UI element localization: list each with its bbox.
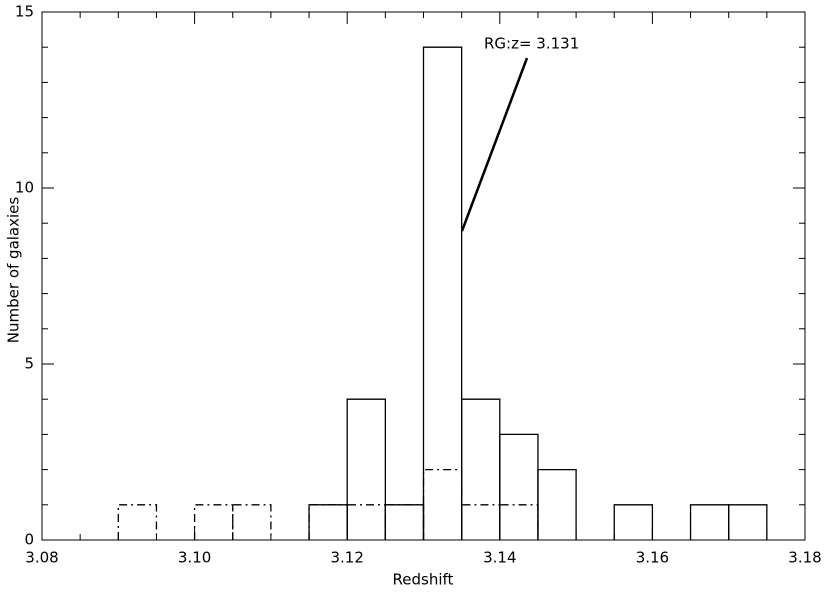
histogram-bin (308, 504, 348, 540)
x-tick-label: 3.12 (330, 549, 363, 567)
histogram-bin (346, 398, 386, 540)
x-axis-label: Redshift (393, 571, 454, 589)
histogram-bin (461, 398, 501, 540)
histogram-bin (613, 504, 654, 540)
histogram-bin (193, 504, 234, 540)
histogram-bin (422, 468, 463, 540)
histogram-bin (499, 504, 539, 540)
y-tick-label: 5 (24, 355, 34, 373)
histogram-bin (461, 504, 501, 540)
x-tick-label: 3.10 (178, 549, 211, 567)
histogram-bin (308, 504, 348, 540)
x-tick-label: 3.14 (483, 549, 516, 567)
histogram-bin (728, 504, 768, 540)
histogram-bin (346, 504, 386, 540)
histogram-bin (384, 504, 425, 540)
histogram-bin (117, 504, 158, 540)
annotation: RG:z= 3.131 (484, 35, 579, 53)
y-tick-label: 15 (15, 3, 34, 21)
histogram-bin (422, 46, 463, 540)
y-axis-label: Number of galaxies (5, 197, 23, 344)
x-tick-label: 3.08 (25, 549, 58, 567)
x-tick-label: 3.18 (788, 549, 821, 567)
histogram-bin (499, 433, 539, 540)
annotation-pointer (460, 57, 529, 232)
y-tick-label: 0 (24, 531, 34, 549)
histogram-bin (689, 504, 730, 540)
histogram-bin (232, 504, 272, 540)
histogram-bin (384, 504, 425, 540)
x-tick-label: 3.16 (636, 549, 669, 567)
histogram-bin (537, 468, 577, 540)
y-tick-label: 10 (15, 179, 34, 197)
